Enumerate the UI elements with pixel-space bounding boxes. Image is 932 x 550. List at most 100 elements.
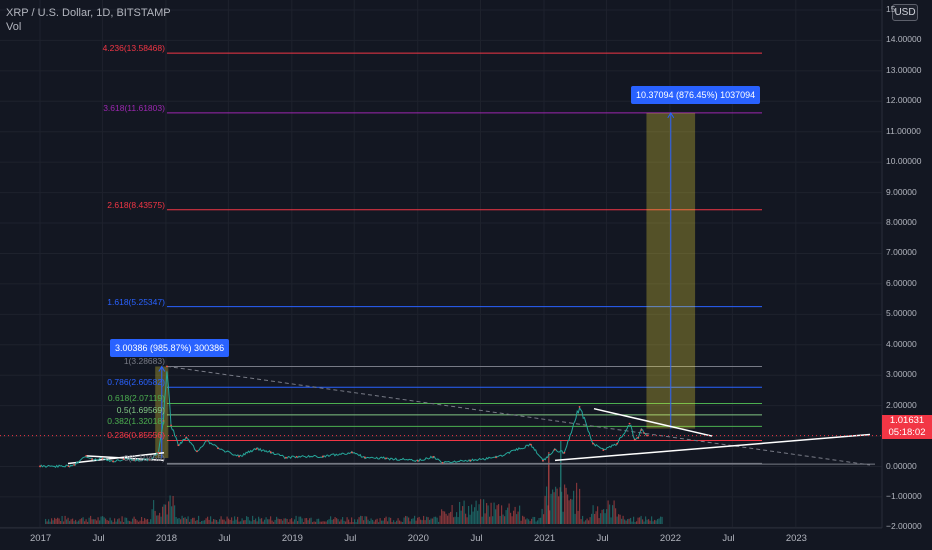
volume-bar [412, 518, 414, 524]
dashed-trendline [166, 365, 871, 466]
volume-bar [523, 516, 525, 524]
volume-bar [360, 515, 362, 524]
volume-bar [586, 518, 588, 524]
volume-bar [279, 519, 281, 524]
volume-bar [114, 518, 116, 524]
volume-bar [609, 504, 611, 524]
volume-bar [543, 514, 545, 524]
y-tick-label: −1.00000 [886, 490, 922, 501]
volume-bar [273, 521, 275, 524]
volume-bar [118, 518, 120, 524]
volume-bar [189, 521, 191, 524]
volume-bar [448, 513, 450, 524]
price-point [133, 459, 136, 462]
volume-bar [595, 511, 597, 524]
volume-bar [208, 519, 210, 524]
fibonacci-levels [166, 52, 762, 464]
volume-bar [60, 521, 62, 524]
volume-bar [603, 509, 605, 524]
currency-button[interactable]: USD [892, 4, 918, 21]
volume-bar [375, 519, 377, 524]
volume-bar [115, 521, 117, 524]
volume-bar [426, 516, 428, 524]
volume-bar [163, 504, 165, 524]
volume-bar [591, 513, 593, 524]
volume-bar [505, 510, 507, 524]
volume-bar [73, 521, 75, 524]
volume-bar [265, 517, 267, 524]
volume-bar [450, 511, 452, 524]
volume-bar [109, 517, 111, 524]
price-point [563, 451, 566, 454]
volume-bar [174, 505, 176, 524]
volume-bar [555, 486, 557, 524]
volume-bar [186, 518, 188, 524]
volume-bar [276, 516, 278, 524]
volume-bar [421, 520, 423, 524]
x-tick-label: Jul [596, 533, 609, 544]
x-tick-label: Jul [92, 533, 105, 544]
volume-bar [52, 520, 54, 524]
price-point [637, 436, 640, 439]
volume-bar [157, 515, 159, 524]
volume-bar [393, 520, 395, 524]
volume-bar [132, 518, 134, 524]
volume-bar [570, 498, 572, 524]
volume-bar [307, 520, 309, 524]
volume-bar [364, 516, 366, 524]
volume-bar [496, 505, 498, 524]
volume-bar [604, 513, 606, 524]
measure-boxes [155, 111, 696, 458]
volume-bar [57, 517, 59, 524]
volume-bar [258, 516, 260, 524]
volume-bar [519, 505, 521, 524]
volume-bar [579, 488, 581, 524]
price-point [602, 449, 605, 451]
volume-bar [612, 505, 614, 524]
volume-bar [552, 489, 554, 524]
volume-bar [88, 517, 90, 524]
volume-bar [483, 499, 485, 524]
volume-bar [264, 519, 266, 524]
volume-bar [292, 521, 294, 524]
x-tick-label: 2019 [281, 533, 303, 544]
volume-bar [499, 515, 501, 524]
y-tick-label: 11.00000 [886, 125, 921, 136]
volume-bar [471, 504, 473, 524]
volume-bar [304, 518, 306, 524]
volume-bar [283, 518, 285, 524]
volume-bar [150, 519, 152, 524]
volume-bar [351, 517, 353, 524]
price-point [157, 451, 160, 454]
volume-bar [660, 516, 662, 524]
y-tick-label: 7.00000 [886, 247, 917, 258]
volume-bar [160, 516, 162, 524]
volume-bar [319, 521, 321, 524]
price-point [578, 405, 581, 408]
volume-bar [657, 519, 659, 524]
volume-bar [648, 519, 650, 524]
y-tick-label: 5.00000 [886, 308, 917, 319]
volume-bar [274, 519, 276, 524]
price-point [469, 459, 472, 462]
symbol-title[interactable]: XRP / U.S. Dollar, 1D, BITSTAMP [6, 7, 171, 19]
volume-bar [615, 508, 617, 524]
volume-bar [298, 516, 300, 524]
volume-bar [249, 520, 251, 524]
volume-bar [508, 503, 510, 524]
volume-bar [651, 516, 653, 524]
volume-bar [127, 520, 129, 524]
fib-level-label: 0.5(1.69569) [116, 404, 165, 415]
volume-bar [225, 521, 227, 524]
volume-bar [79, 519, 81, 524]
volume-bar [97, 517, 99, 524]
volume-bar [444, 511, 446, 524]
volume-bar [474, 507, 476, 524]
volume-bar [361, 516, 363, 524]
volume-bar [193, 517, 195, 524]
volume-bar [546, 486, 548, 524]
volume-bar [117, 519, 119, 524]
price-point [122, 458, 125, 461]
volume-bar [145, 519, 147, 524]
